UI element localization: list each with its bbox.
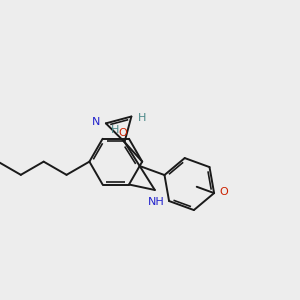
Text: O: O xyxy=(119,128,128,138)
Text: NH: NH xyxy=(148,196,165,207)
Text: O: O xyxy=(220,188,228,197)
Text: H: H xyxy=(111,124,120,134)
Text: H: H xyxy=(138,113,146,123)
Text: N: N xyxy=(92,117,100,127)
